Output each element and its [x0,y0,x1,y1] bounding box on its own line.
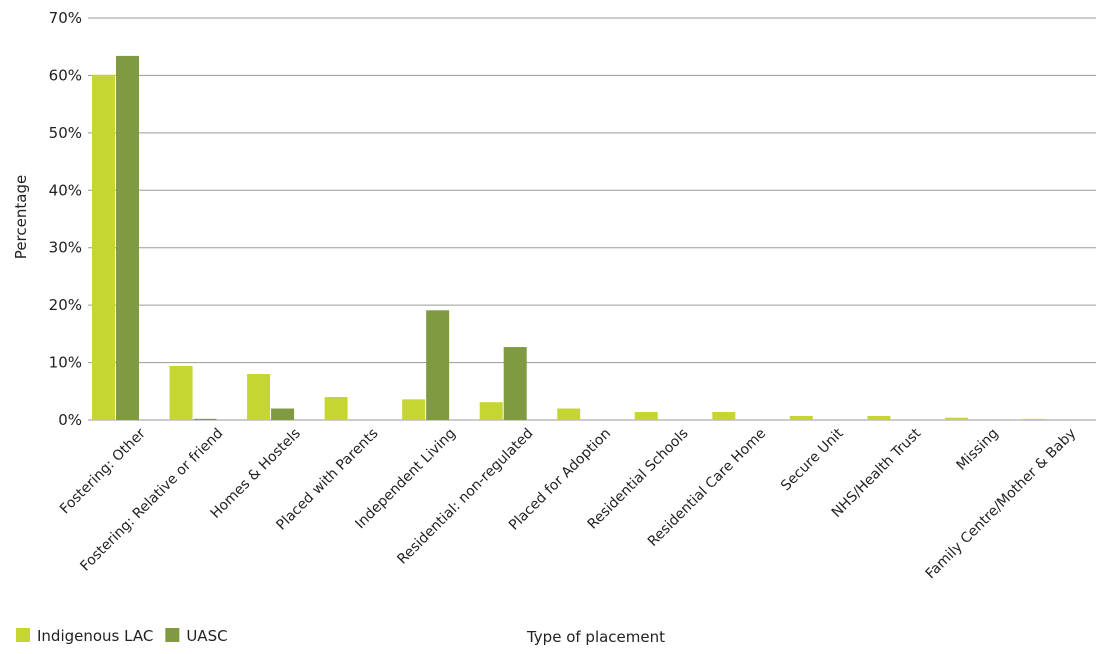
y-tick-label: 0% [58,411,82,429]
x-tick-label: Fostering: Other [57,425,149,517]
x-tick-label: Fostering: Relative or friend [77,426,226,575]
bar [92,74,115,421]
gridlines [88,17,1096,421]
y-tick-label: 20% [49,296,82,314]
y-tick-label: 70% [49,9,82,27]
x-tick-label: Family Centre/Mother & Baby [923,426,1080,583]
legend: Indigenous LAC UASC [16,627,228,645]
y-axis-title: Percentage [12,175,30,259]
bar [193,418,217,420]
x-axis-title: Type of placement [526,628,665,646]
x-tick-label: Residential: non-regulated [394,426,536,568]
bars [92,55,1046,421]
bar [634,411,658,420]
bar [169,366,193,420]
bar [712,411,736,420]
y-axis-ticks: 0% 10% 20% 30% 40% 50% 60% 70% [49,9,82,429]
bar [479,402,503,420]
y-tick-label: 10% [49,354,82,372]
bar [1022,418,1046,420]
bar [944,417,968,420]
y-tick-label: 60% [49,66,82,84]
y-tick-label: 30% [49,239,82,257]
bar [867,415,891,420]
x-tick-label: Missing [954,426,1002,474]
bar [324,397,348,420]
bar [789,415,813,420]
x-tick-label: Secure Unit [778,425,847,494]
legend-swatch [16,628,30,642]
legend-label: UASC [186,627,227,645]
bar [402,399,426,420]
bar [116,55,139,420]
legend-label: Indigenous LAC [37,627,153,645]
bar [271,408,295,420]
bar [557,408,581,420]
bar [426,310,450,420]
y-tick-label: 40% [49,181,82,199]
bar [247,374,271,420]
bar [503,347,527,420]
legend-swatch [165,628,180,642]
y-tick-label: 50% [49,124,82,142]
